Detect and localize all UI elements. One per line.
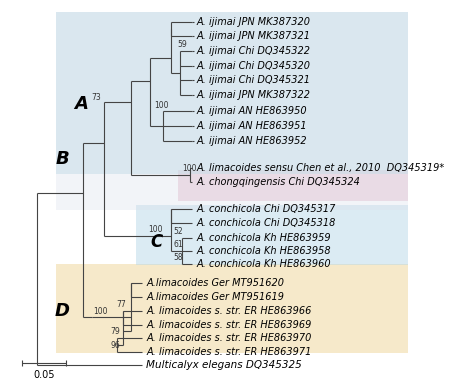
Text: 79: 79 xyxy=(110,327,120,336)
Text: 0.05: 0.05 xyxy=(34,370,55,380)
Text: B: B xyxy=(55,150,69,168)
Text: A. conchicola Kh HE863959: A. conchicola Kh HE863959 xyxy=(196,233,331,243)
FancyBboxPatch shape xyxy=(56,13,408,174)
Text: 61: 61 xyxy=(173,240,183,249)
Text: A. ijimai Chi DQ345320: A. ijimai Chi DQ345320 xyxy=(196,61,310,70)
Text: 73: 73 xyxy=(91,93,101,102)
Text: 96: 96 xyxy=(110,341,120,350)
Text: 77: 77 xyxy=(117,301,127,309)
Text: 59: 59 xyxy=(178,40,187,49)
FancyBboxPatch shape xyxy=(178,170,408,201)
Text: A. ijimai Chi DQ345321: A. ijimai Chi DQ345321 xyxy=(196,75,310,85)
Text: A. chongqingensis Chi DQ345324: A. chongqingensis Chi DQ345324 xyxy=(196,177,360,187)
Text: C: C xyxy=(150,233,163,251)
Text: Multicalyx elegans DQ345325: Multicalyx elegans DQ345325 xyxy=(146,360,302,370)
FancyBboxPatch shape xyxy=(56,13,408,210)
Text: A: A xyxy=(74,95,88,113)
Text: 100: 100 xyxy=(182,164,196,173)
Text: A. limacoides s. str. ER HE863966: A. limacoides s. str. ER HE863966 xyxy=(146,306,311,316)
Text: A.limacoides Ger MT951620: A.limacoides Ger MT951620 xyxy=(146,278,284,288)
Text: 100: 100 xyxy=(155,101,169,110)
Text: A. conchicola Kh HE863958: A. conchicola Kh HE863958 xyxy=(196,246,331,256)
Text: A. limacoides sensu Chen et al., 2010  DQ345319*: A. limacoides sensu Chen et al., 2010 DQ… xyxy=(196,163,445,173)
Text: A. limacoides s. str. ER HE863971: A. limacoides s. str. ER HE863971 xyxy=(146,347,311,357)
Text: A. conchicola Chi DQ345318: A. conchicola Chi DQ345318 xyxy=(196,218,336,228)
Text: A. ijimai JPN MK387321: A. ijimai JPN MK387321 xyxy=(196,31,310,41)
Text: A. ijimai AN HE863951: A. ijimai AN HE863951 xyxy=(196,121,307,131)
FancyBboxPatch shape xyxy=(136,205,408,266)
Text: A. limacoides s. str. ER HE863969: A. limacoides s. str. ER HE863969 xyxy=(146,320,311,330)
Text: A. ijimai JPN MK387320: A. ijimai JPN MK387320 xyxy=(196,16,310,27)
Text: D: D xyxy=(55,302,70,320)
Text: A. ijimai AN HE863952: A. ijimai AN HE863952 xyxy=(196,136,307,146)
Text: A. limacoides s. str. ER HE863970: A. limacoides s. str. ER HE863970 xyxy=(146,333,311,343)
Text: A. ijimai Chi DQ345322: A. ijimai Chi DQ345322 xyxy=(196,46,310,56)
Text: 100: 100 xyxy=(94,307,108,315)
Text: A.limacoides Ger MT951619: A.limacoides Ger MT951619 xyxy=(146,291,284,302)
Text: A. conchicola Kh HE863960: A. conchicola Kh HE863960 xyxy=(196,259,331,269)
Text: 58: 58 xyxy=(173,253,183,262)
Text: A. ijimai JPN MK387322: A. ijimai JPN MK387322 xyxy=(196,90,310,100)
FancyBboxPatch shape xyxy=(56,264,408,354)
Text: A. conchicola Chi DQ345317: A. conchicola Chi DQ345317 xyxy=(196,203,336,214)
Text: A. ijimai AN HE863950: A. ijimai AN HE863950 xyxy=(196,106,307,117)
Text: 52: 52 xyxy=(173,227,183,236)
Text: 100: 100 xyxy=(148,225,163,234)
